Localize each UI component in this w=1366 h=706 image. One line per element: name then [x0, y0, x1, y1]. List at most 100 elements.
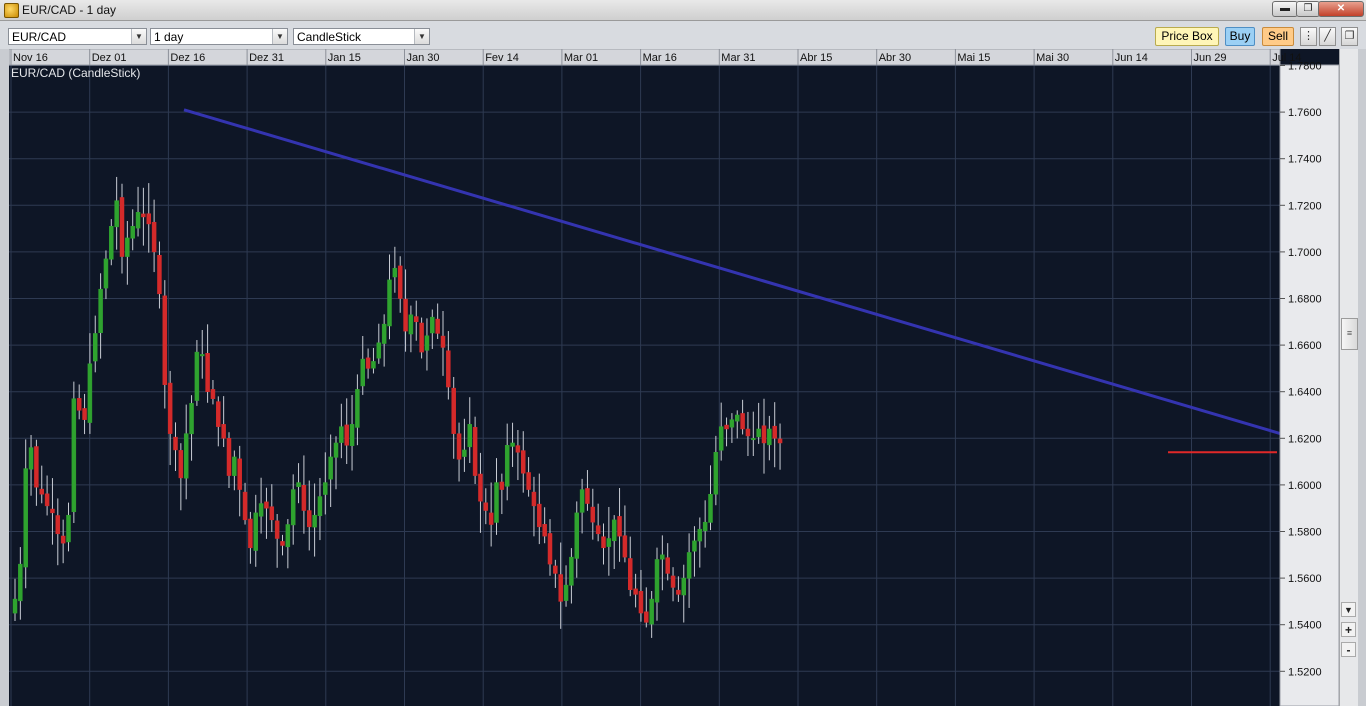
candle-body: [376, 342, 382, 359]
candle-body: [617, 516, 622, 537]
candle-body: [585, 488, 590, 504]
candle-body: [189, 403, 194, 435]
candle-body: [210, 389, 216, 399]
y-tick-label: 1.6000: [1288, 480, 1322, 492]
candle-body: [692, 540, 697, 552]
y-tick-label: 1.6600: [1288, 340, 1322, 352]
candle-body: [638, 591, 644, 614]
candle-body: [606, 538, 612, 547]
x-tick-label: Jun 29: [1194, 52, 1227, 64]
x-tick-label: Mai 15: [957, 52, 990, 64]
candle-body: [381, 323, 387, 344]
sell-button[interactable]: Sell: [1262, 27, 1294, 46]
candle-body: [521, 450, 526, 474]
candle-body: [595, 525, 601, 535]
candle-body: [87, 363, 93, 423]
candle-body: [745, 428, 751, 437]
x-tick-label: Jan 30: [407, 52, 440, 64]
candle-body: [317, 496, 323, 517]
zoom-in-button[interactable]: +: [1341, 622, 1356, 637]
x-tick-label: Jan 15: [328, 52, 361, 64]
candle-body: [71, 398, 77, 513]
chevron-down-icon[interactable]: ▼: [131, 29, 146, 44]
x-tick-label: Mai 30: [1036, 52, 1069, 64]
price-box-button[interactable]: Price Box: [1155, 27, 1219, 46]
timeframe-select[interactable]: 1 day ▼: [150, 28, 288, 45]
candle-body: [483, 502, 489, 511]
candle-body: [93, 333, 98, 362]
trendline: [183, 108, 1313, 445]
y-tick-label: 1.7400: [1288, 154, 1322, 166]
instrument-select[interactable]: EUR/CAD ▼: [8, 28, 147, 45]
candle-body: [440, 335, 446, 348]
buy-button[interactable]: Buy: [1225, 27, 1255, 46]
candle-body: [157, 254, 162, 295]
candle-body: [633, 588, 638, 595]
candle-body: [226, 438, 232, 476]
candle-body: [167, 382, 173, 434]
maximize-icon[interactable]: ❐: [1296, 1, 1320, 17]
y-tick-label: 1.5200: [1288, 666, 1322, 678]
scroll-down-icon[interactable]: ▼: [1341, 602, 1356, 617]
candle-body: [713, 452, 719, 495]
chevron-down-icon[interactable]: ▼: [272, 29, 287, 44]
left-border: [0, 49, 9, 706]
candle-body: [563, 584, 569, 601]
draw-line-icon[interactable]: ╱: [1319, 27, 1336, 46]
candlestick-chart[interactable]: Nov 16 Dez 01 Dez 16 Dez 31 Jan 15 Jan 30 Fev …: [0, 49, 1339, 706]
candle-body: [360, 358, 365, 387]
minimize-icon[interactable]: ▬: [1272, 1, 1298, 17]
candle-body: [18, 563, 23, 602]
y-tick-label: 1.7600: [1288, 107, 1322, 119]
candle-body: [601, 536, 606, 549]
candle-body: [296, 482, 301, 487]
price-axis: [1279, 64, 1339, 706]
y-tick-label: 1.5600: [1288, 573, 1322, 585]
zoom-out-button[interactable]: -: [1341, 642, 1356, 657]
candle-body: [408, 314, 414, 335]
candle-body: [430, 316, 435, 334]
candle-body: [724, 424, 729, 430]
candle-body: [50, 508, 55, 514]
candle-body: [205, 353, 210, 392]
candle-body: [531, 491, 537, 507]
candle-body: [141, 213, 146, 218]
x-tick-label: Jun 14: [1115, 52, 1148, 64]
y-tick-label: 1.7200: [1288, 200, 1322, 212]
scroll-thumb[interactable]: ≡: [1341, 318, 1358, 350]
candle-body: [371, 361, 376, 369]
candle-body: [644, 611, 649, 623]
candle-body: [456, 433, 462, 460]
y-tick-label: 1.6200: [1288, 433, 1322, 445]
chart-area[interactable]: Nov 16 Dez 01 Dez 16 Dez 31 Jan 15 Jan 30 Fev …: [0, 49, 1366, 706]
candle-body: [478, 473, 483, 502]
candle-tool-icon[interactable]: ⋮: [1300, 27, 1317, 46]
candle-body: [665, 557, 670, 574]
restore-window-icon[interactable]: ❐: [1341, 27, 1358, 46]
candle-body: [547, 533, 553, 565]
candle-body: [66, 514, 71, 543]
candle-body: [109, 226, 114, 260]
instrument-value: EUR/CAD: [12, 30, 67, 44]
x-tick-label: Fev 14: [485, 52, 519, 64]
close-icon[interactable]: ✕: [1318, 1, 1364, 17]
candle-body: [55, 515, 61, 535]
candle-body: [162, 295, 168, 385]
vertical-scrollbar[interactable]: ≡ ▼ + -: [1339, 49, 1358, 706]
candle-body: [526, 472, 531, 490]
candle-body: [403, 298, 408, 332]
candle-body: [146, 213, 151, 225]
candle-body: [12, 598, 18, 614]
candle-body: [178, 450, 184, 479]
y-tick-label: 1.6800: [1288, 294, 1322, 306]
chart-toolbar: EUR/CAD ▼ 1 day ▼ CandleStick ▼ Price Bo…: [0, 21, 1366, 50]
x-tick-label: Dez 01: [92, 52, 127, 64]
candle-body: [274, 520, 280, 539]
candle-body: [365, 357, 371, 369]
chart-type-select[interactable]: CandleStick ▼: [293, 28, 430, 45]
annotations: [183, 108, 1313, 454]
chevron-down-icon[interactable]: ▼: [414, 29, 429, 44]
chart-type-value: CandleStick: [297, 30, 362, 44]
candle-body: [216, 401, 221, 427]
x-tick-label: Mar 16: [643, 52, 677, 64]
